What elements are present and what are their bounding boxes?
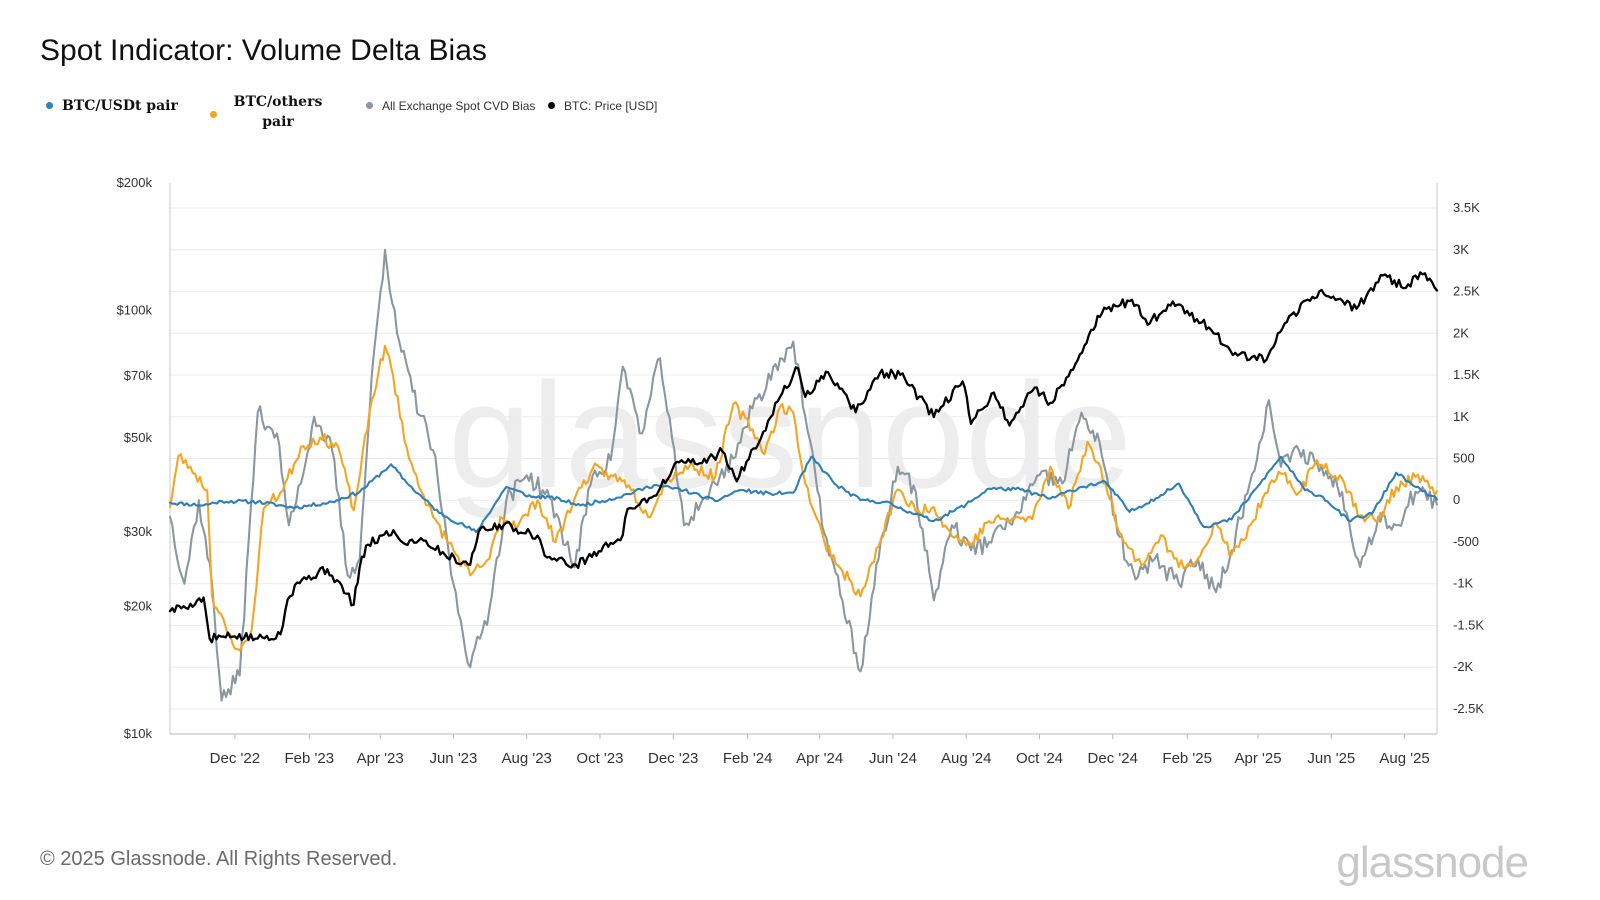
- tick-labels: $10k $20k $30k $50k $70k $100k $200k -2.5K -2K -1…: [117, 175, 1485, 767]
- x-tick-label: Jun '25: [1307, 750, 1355, 767]
- legend-dot-icon: [46, 102, 53, 110]
- legend-label: All Exchange Spot CVD Bias: [382, 98, 536, 113]
- series-line-btc-others: [168, 344, 1439, 652]
- axes: [169, 183, 1438, 739]
- y-left-tick-label: $10k: [124, 726, 153, 741]
- x-tick-label: Oct '24: [1016, 750, 1063, 767]
- y-right-tick-label: -1K: [1453, 576, 1474, 591]
- grid: [170, 207, 1437, 710]
- series-line-btc-price: [168, 271, 1439, 644]
- y-right-tick-label: -500: [1453, 534, 1479, 549]
- y-right-tick-label: -2.5K: [1453, 701, 1484, 716]
- legend-item-btc-price[interactable]: BTC: Price [USD]: [548, 97, 657, 115]
- y-left-tick-label: $200k: [117, 175, 153, 190]
- series-line-all-exchange-cvd: [168, 248, 1439, 702]
- legend-item-btc-usdt[interactable]: BTC/USDt pair: [46, 97, 178, 115]
- y-left-tick-label: $70k: [124, 368, 153, 383]
- legend-label: BTC/USDt pair: [62, 97, 178, 114]
- watermark: glassnode: [448, 351, 1132, 519]
- legend-item-all-exchange[interactable]: All Exchange Spot CVD Bias: [366, 97, 535, 115]
- legend-label: BTC/others pair: [233, 94, 323, 130]
- x-tick-label: Apr '24: [796, 750, 843, 767]
- legend-label: BTC: Price [USD]: [564, 98, 658, 113]
- x-tick-label: Feb '24: [723, 750, 773, 767]
- footer-copyright: © 2025 Glassnode. All Rights Reserved.: [40, 848, 398, 870]
- x-tick-label: Feb '23: [285, 750, 335, 767]
- x-tick-label: Dec '23: [648, 750, 698, 767]
- x-tick-label: Jun '24: [869, 750, 917, 767]
- y-right-tick-label: -1.5K: [1453, 617, 1484, 632]
- y-right-tick-label: 3.5K: [1453, 200, 1480, 215]
- legend-dot-icon: [210, 111, 217, 118]
- x-tick-label: Feb '25: [1162, 750, 1212, 767]
- x-tick-label: Aug '23: [501, 750, 551, 767]
- y-left-tick-label: $30k: [124, 524, 153, 539]
- y-left-tick-label: $50k: [124, 430, 153, 445]
- y-right-tick-label: 1K: [1453, 409, 1469, 424]
- y-right-tick-label: 0: [1453, 492, 1460, 507]
- series-lines: [168, 248, 1439, 702]
- legend-dot-icon: [366, 102, 373, 110]
- y-right-tick-label: 500: [1453, 451, 1475, 466]
- y-right-tick-label: 3K: [1453, 242, 1469, 257]
- chart-title: Spot Indicator: Volume Delta Bias: [40, 34, 487, 67]
- y-left-tick-label: $100k: [117, 302, 153, 317]
- x-tick-label: Oct '23: [576, 750, 623, 767]
- series-line-btc-usdt: [168, 455, 1439, 534]
- y-right-tick-label: 2K: [1453, 325, 1469, 340]
- legend-dot-icon: [548, 102, 555, 110]
- legend-item-btc-others[interactable]: BTC/others pair: [210, 94, 330, 132]
- x-tick-label: Aug '24: [941, 750, 991, 767]
- y-right-tick-label: -2K: [1453, 659, 1474, 674]
- x-tick-label: Jun '23: [429, 750, 477, 767]
- x-tick-label: Apr '23: [357, 750, 404, 767]
- y-right-tick-label: 2.5K: [1453, 284, 1480, 299]
- x-tick-label: Apr '25: [1235, 750, 1282, 767]
- glassnode-logo: glassnode: [1336, 838, 1529, 887]
- x-tick-label: Aug '25: [1379, 750, 1429, 767]
- x-tick-label: Dec '24: [1088, 750, 1138, 767]
- y-right-tick-label: 1.5K: [1453, 367, 1480, 382]
- y-left-tick-label: $20k: [124, 599, 153, 614]
- x-tick-label: Dec '22: [210, 750, 260, 767]
